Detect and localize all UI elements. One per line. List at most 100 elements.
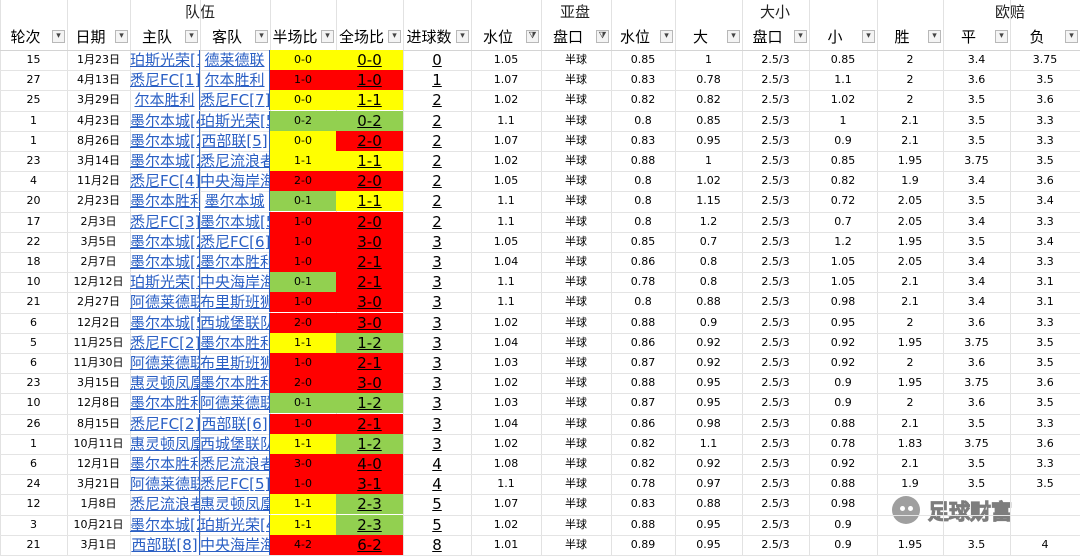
dropdown-arrow-icon[interactable]: ▾ <box>52 30 65 43</box>
dropdown-arrow-icon[interactable]: ▾ <box>185 30 198 43</box>
cell-goals[interactable]: 8 <box>432 535 442 554</box>
cell-full-score[interactable]: 1-0 <box>336 70 403 91</box>
cell-full-score[interactable]: 2-1 <box>336 272 403 293</box>
cell-goals[interactable]: 2 <box>432 172 442 191</box>
cell-away-team[interactable]: 墨尔本胜利 <box>200 332 270 353</box>
cell-goals[interactable]: 3 <box>432 313 442 332</box>
cell-away-team[interactable]: 墨尔本胜利 <box>200 373 270 394</box>
dropdown-arrow-icon[interactable]: ▾ <box>388 30 401 43</box>
cell-full-score[interactable]: 0-0 <box>336 50 403 70</box>
dropdown-arrow-icon[interactable]: ▾ <box>995 30 1008 43</box>
cell-goals[interactable]: 5 <box>432 495 442 514</box>
cell-home-team[interactable]: 墨尔本城[4] <box>130 110 200 131</box>
cell-full-score[interactable]: 1-2 <box>336 433 403 454</box>
dropdown-arrow-icon[interactable]: ▾ <box>794 30 807 43</box>
cell-goals[interactable]: 0 <box>432 51 442 69</box>
cell-away-team[interactable]: 西部联[5] <box>200 130 270 151</box>
cell-home-team[interactable]: 悉尼FC[3] <box>130 211 200 232</box>
cell-home-team[interactable]: 惠灵顿凤凰 <box>130 433 200 454</box>
cell-full-score[interactable]: 3-0 <box>336 373 403 394</box>
cell-full-score[interactable]: 1-1 <box>336 90 403 111</box>
cell-goals[interactable]: 3 <box>432 273 442 292</box>
cell-away-team[interactable]: 西城堡联队[1] <box>200 433 270 454</box>
cell-home-team[interactable]: 阿德莱德联 <box>130 292 200 313</box>
cell-full-score[interactable]: 6-2 <box>336 534 403 555</box>
cell-away-team[interactable]: 墨尔本城[5] <box>200 211 270 232</box>
cell-home-team[interactable]: 墨尔本城[2] <box>130 151 200 171</box>
cell-full-score[interactable]: 2-3 <box>336 514 403 535</box>
cell-away-team[interactable]: 悉尼流浪者 <box>200 151 270 171</box>
cell-away-team[interactable]: 布里斯班狮吼 <box>200 353 270 373</box>
cell-away-team[interactable]: 中央海岸海员 <box>200 534 270 555</box>
cell-away-team[interactable]: 西部联[6] <box>200 413 270 434</box>
cell-away-team[interactable]: 尔本胜利 <box>200 70 270 91</box>
filter-funnel-icon[interactable]: ⧩ <box>526 30 539 43</box>
cell-away-team[interactable]: 珀斯光荣[4] <box>200 514 270 535</box>
cell-full-score[interactable]: 2-1 <box>336 413 403 434</box>
cell-goals[interactable]: 5 <box>432 515 442 534</box>
cell-full-score[interactable]: 2-1 <box>336 353 403 373</box>
cell-full-score[interactable]: 3-0 <box>336 231 403 252</box>
filter-funnel-icon[interactable]: ⧩ <box>596 30 609 43</box>
cell-goals[interactable]: 3 <box>432 293 442 312</box>
cell-home-team[interactable]: 悉尼FC[2] <box>130 332 200 353</box>
cell-full-score[interactable]: 2-0 <box>336 211 403 232</box>
cell-full-score[interactable]: 2-3 <box>336 494 403 515</box>
cell-goals[interactable]: 3 <box>432 374 442 393</box>
cell-away-team[interactable]: 布里斯班狮吼 <box>200 292 270 313</box>
cell-home-team[interactable]: 悉尼流浪者 <box>130 494 200 515</box>
cell-away-team[interactable]: 中央海岸海员 <box>200 171 270 192</box>
cell-goals[interactable]: 4 <box>432 455 442 473</box>
cell-away-team[interactable]: 西城堡联队 <box>200 312 270 333</box>
cell-goals[interactable]: 2 <box>432 192 442 211</box>
dropdown-arrow-icon[interactable]: ▾ <box>115 30 128 43</box>
cell-away-team[interactable]: 惠灵顿凤凰 <box>200 494 270 515</box>
cell-home-team[interactable]: 悉尼FC[4] <box>130 171 200 192</box>
dropdown-arrow-icon[interactable]: ▾ <box>1065 30 1078 43</box>
cell-goals[interactable]: 4 <box>432 475 442 494</box>
cell-full-score[interactable]: 1-1 <box>336 151 403 171</box>
cell-home-team[interactable]: 惠灵顿凤凰 <box>130 373 200 394</box>
cell-goals[interactable]: 3 <box>432 232 442 251</box>
cell-away-team[interactable]: 悉尼FC[6] <box>200 231 270 252</box>
cell-goals[interactable]: 3 <box>432 394 442 413</box>
cell-away-team[interactable]: 墨尔本胜利 <box>200 252 270 272</box>
cell-full-score[interactable]: 3-0 <box>336 312 403 333</box>
cell-goals[interactable]: 1 <box>432 71 442 90</box>
dropdown-arrow-icon[interactable]: ▾ <box>660 30 673 43</box>
cell-full-score[interactable]: 4-0 <box>336 454 403 474</box>
cell-home-team[interactable]: 墨尔本城[2] <box>130 252 200 272</box>
cell-goals[interactable]: 2 <box>432 212 442 231</box>
cell-home-team[interactable]: 珀斯光荣[1] <box>130 50 200 70</box>
cell-home-team[interactable]: 阿德莱德联 <box>130 353 200 373</box>
dropdown-arrow-icon[interactable]: ▾ <box>928 30 941 43</box>
cell-home-team[interactable]: 悉尼FC[2] <box>130 413 200 434</box>
cell-full-score[interactable]: 1-2 <box>336 332 403 353</box>
cell-home-team[interactable]: 墨尔本胜利 <box>130 393 200 414</box>
dropdown-arrow-icon[interactable]: ▾ <box>255 30 268 43</box>
dropdown-arrow-icon[interactable]: ▾ <box>456 30 469 43</box>
cell-goals[interactable]: 2 <box>432 152 442 170</box>
cell-goals[interactable]: 2 <box>432 111 442 130</box>
cell-home-team[interactable]: 墨尔本胜利 <box>130 454 200 474</box>
cell-full-score[interactable]: 1-1 <box>336 191 403 212</box>
cell-goals[interactable]: 3 <box>432 253 442 271</box>
cell-home-team[interactable]: 墨尔本城[5] <box>130 312 200 333</box>
cell-away-team[interactable]: 悉尼FC[5] <box>200 474 270 495</box>
cell-goals[interactable]: 3 <box>432 333 442 352</box>
cell-home-team[interactable]: 悉尼FC[1] <box>130 70 200 91</box>
dropdown-arrow-icon[interactable]: ▾ <box>727 30 740 43</box>
cell-home-team[interactable]: 珀斯光荣[1] <box>130 272 200 293</box>
cell-home-team[interactable]: 墨尔本胜利 <box>130 191 200 212</box>
cell-home-team[interactable]: 尔本胜利 <box>130 90 200 111</box>
cell-home-team[interactable]: 墨尔本城[2] <box>130 231 200 252</box>
cell-away-team[interactable]: 悉尼FC[7] <box>200 90 270 111</box>
cell-away-team[interactable]: 珀斯光荣[5] <box>200 110 270 131</box>
dropdown-arrow-icon[interactable]: ▾ <box>862 30 875 43</box>
cell-home-team[interactable]: 西部联[8] <box>130 534 200 555</box>
cell-full-score[interactable]: 2-1 <box>336 252 403 272</box>
cell-goals[interactable]: 2 <box>432 131 442 150</box>
cell-away-team[interactable]: 墨尔本城 <box>200 191 270 212</box>
cell-away-team[interactable]: 阿德莱德联 <box>200 393 270 414</box>
cell-goals[interactable]: 3 <box>432 414 442 433</box>
